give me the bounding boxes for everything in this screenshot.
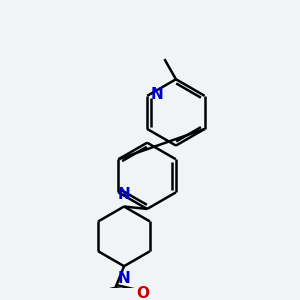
Text: N: N bbox=[118, 187, 130, 202]
Text: N: N bbox=[151, 87, 164, 102]
Text: O: O bbox=[136, 286, 149, 300]
Text: N: N bbox=[118, 271, 130, 286]
